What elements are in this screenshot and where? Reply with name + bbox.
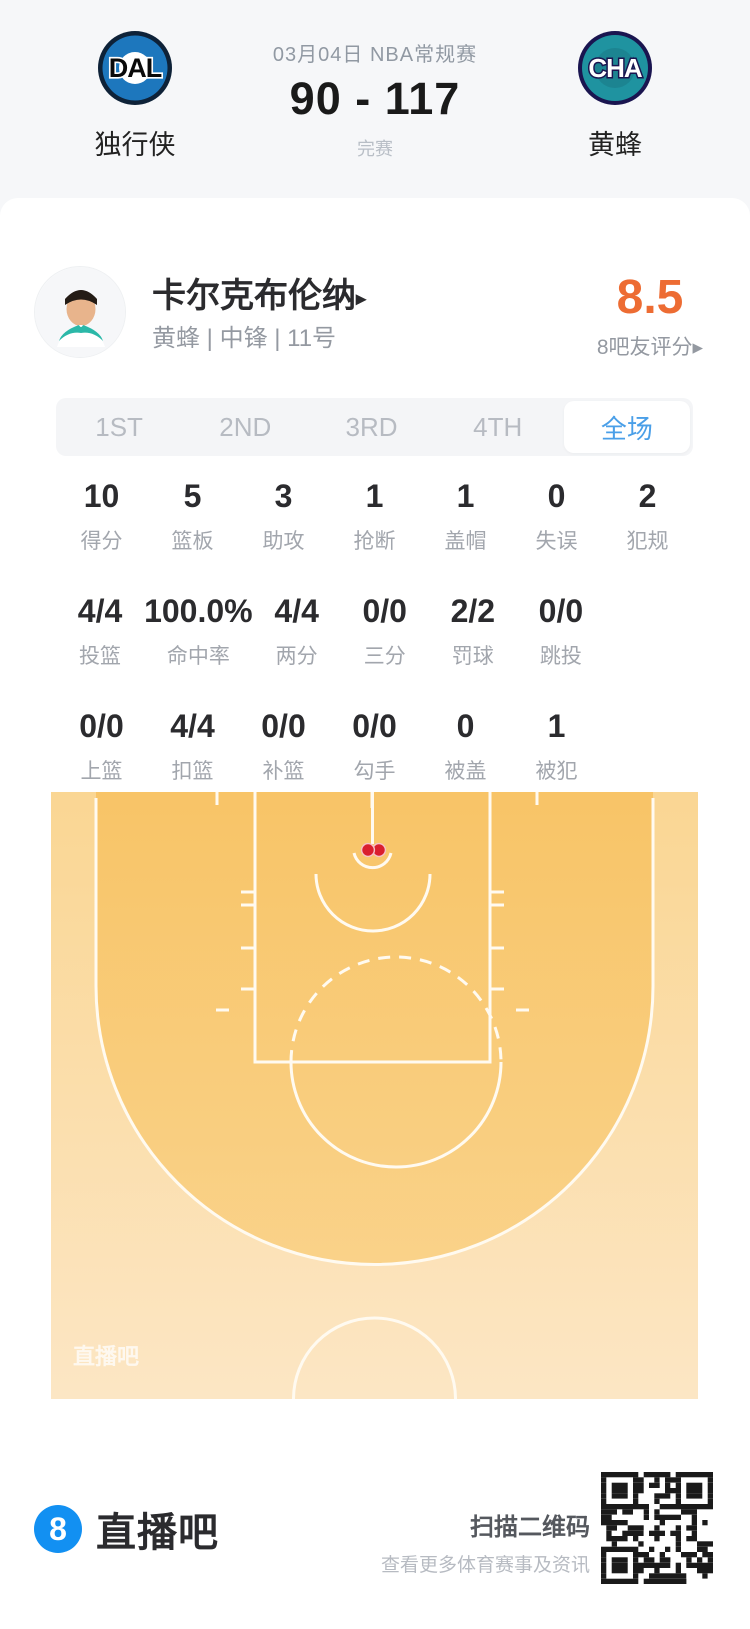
svg-text:CHA: CHA [588, 53, 643, 83]
svg-text:直播吧: 直播吧 [73, 1344, 139, 1369]
